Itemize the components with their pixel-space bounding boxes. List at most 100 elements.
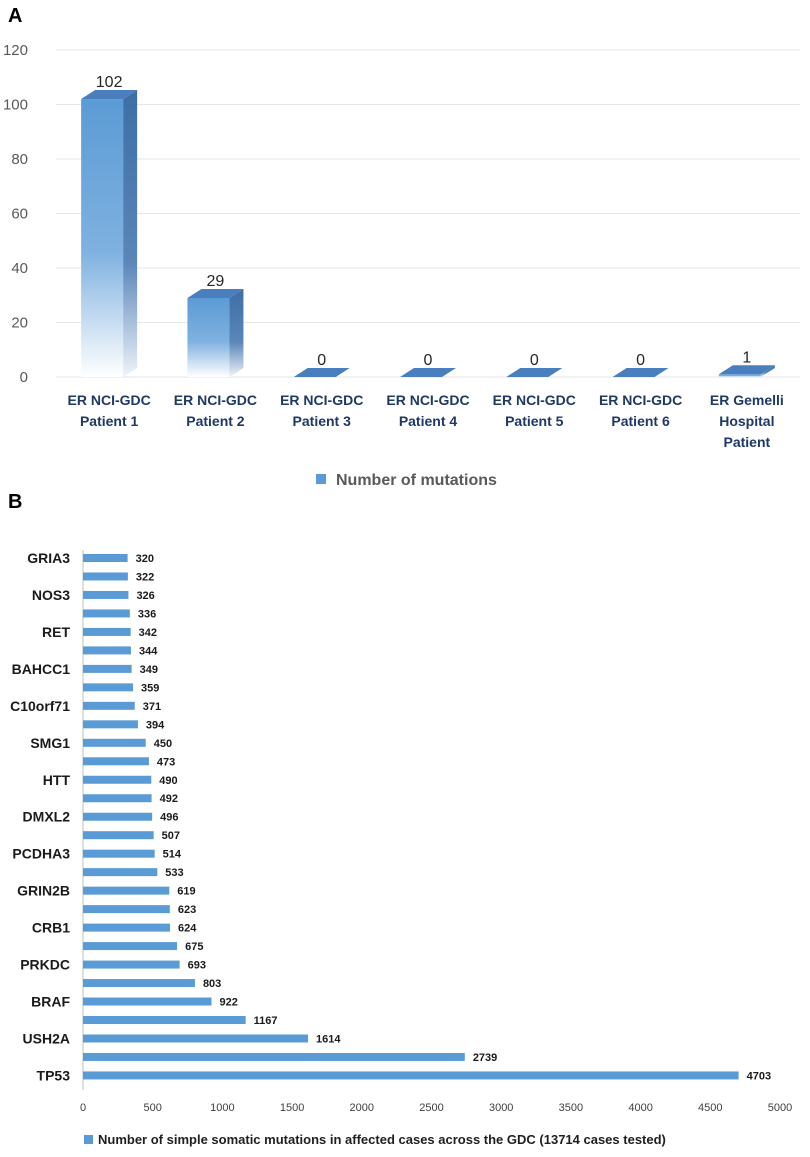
data-label-b: 371 <box>143 701 161 713</box>
bar-b <box>83 905 170 914</box>
category-label-b: TP53 <box>37 1067 71 1083</box>
bar-a-top <box>187 288 244 298</box>
x-tick-label-b: 4000 <box>628 1102 652 1114</box>
bar-b <box>83 923 170 932</box>
category-label-b: HTT <box>43 772 71 788</box>
data-label-b: 533 <box>165 867 183 879</box>
bar-b <box>83 849 155 858</box>
bar-a-side <box>760 365 775 377</box>
bar-a-top <box>718 365 775 375</box>
category-label-b: USH2A <box>23 1030 70 1046</box>
y-tick-label-a: 120 <box>3 42 28 59</box>
data-label-a: 0 <box>424 352 433 369</box>
bar-b <box>83 554 128 562</box>
x-tick-label-b: 1000 <box>210 1102 234 1114</box>
bar-a-top <box>81 90 138 100</box>
y-tick-label-a: 40 <box>11 260 28 277</box>
y-tick-label-a: 80 <box>11 151 28 168</box>
bar-b <box>83 960 180 969</box>
data-label-b: 394 <box>146 719 165 731</box>
data-label-a: 0 <box>317 352 326 369</box>
category-label-b: PCDHA3 <box>12 846 70 862</box>
bar-b <box>83 1034 308 1043</box>
x-tick-label-b: 0 <box>80 1102 86 1114</box>
category-label-b: GRIN2B <box>17 883 70 899</box>
bar-b <box>83 757 149 766</box>
x-tick-label-b: 3000 <box>489 1102 513 1114</box>
panel-label-a: A <box>8 5 22 27</box>
data-label-b: 4703 <box>747 1070 771 1082</box>
category-label-b: SMG1 <box>30 735 70 751</box>
x-tick-label-b: 4500 <box>698 1102 722 1114</box>
chart-b: 0 500 1000 1500 2000 2500 3000 3500 4000 4500 5000… <box>10 550 792 1147</box>
category-label-a: ER NCI-GDC <box>174 392 257 408</box>
bar-b <box>83 868 158 877</box>
bar-b <box>83 812 153 821</box>
bar-b <box>83 831 154 840</box>
data-label-b: 507 <box>162 830 180 842</box>
x-tick-label-b: 2500 <box>419 1102 443 1114</box>
category-label-b: GRIA3 <box>27 550 70 566</box>
category-label-b: DMXL2 <box>23 809 71 825</box>
legend-swatch-b <box>84 1135 93 1144</box>
category-label-b: RET <box>42 624 70 640</box>
data-label-a: 102 <box>96 74 123 91</box>
data-label-b: 490 <box>159 775 177 787</box>
category-label-a: ER NCI-GDC <box>386 392 469 408</box>
data-label-b: 342 <box>139 627 157 639</box>
category-label-a: Patient 5 <box>505 413 564 429</box>
data-label-b: 320 <box>136 553 154 565</box>
category-label-b: PRKDC <box>20 957 70 973</box>
bar-b <box>83 572 128 581</box>
bar-b <box>83 942 178 951</box>
legend-label-b: Number of simple somatic mutations in af… <box>98 1132 666 1147</box>
data-label-b: 322 <box>136 571 154 583</box>
data-label-b: 922 <box>220 997 238 1009</box>
bar-b <box>83 794 152 803</box>
category-label-a: Patient 6 <box>611 413 670 429</box>
data-label-b: 496 <box>160 812 178 824</box>
data-label-b: 803 <box>203 978 221 990</box>
bar-b <box>83 720 138 729</box>
category-label-a: Patient 4 <box>399 413 458 429</box>
bar-a-side <box>229 288 244 377</box>
x-tick-label-b: 1500 <box>280 1102 304 1114</box>
category-label-a: ER NCI-GDC <box>280 392 363 408</box>
bar-a-side <box>123 90 138 378</box>
x-tick-label-b: 3500 <box>559 1102 583 1114</box>
y-tick-label-a: 60 <box>11 206 28 223</box>
category-label-b: C10orf71 <box>10 698 70 714</box>
data-label-b: 349 <box>140 664 158 676</box>
bar-b <box>83 664 132 673</box>
data-label-a: 1 <box>742 349 751 366</box>
data-label-a: 0 <box>636 352 645 369</box>
x-tick-label-b: 2000 <box>350 1102 374 1114</box>
x-tick-label-b: 5000 <box>768 1102 792 1114</box>
data-label-a: 0 <box>530 352 539 369</box>
category-label-a: ER NCI-GDC <box>493 392 576 408</box>
data-label-b: 450 <box>154 738 172 750</box>
data-label-b: 675 <box>185 941 203 953</box>
legend-label-a: Number of mutations <box>336 472 497 489</box>
data-label-b: 336 <box>138 608 156 620</box>
data-label-b: 2739 <box>473 1052 497 1064</box>
legend-swatch-a <box>316 474 326 484</box>
category-label-b: CRB1 <box>32 920 70 936</box>
bar-b <box>83 646 131 655</box>
bar-a-front <box>718 374 761 377</box>
data-label-b: 619 <box>177 886 195 898</box>
x-tick-label-b: 500 <box>144 1102 162 1114</box>
bar-b <box>83 701 135 710</box>
data-label-b: 1614 <box>316 1033 341 1045</box>
bar-a-top <box>506 368 563 377</box>
bar-a-front <box>187 297 230 377</box>
y-tick-label-a: 0 <box>20 369 28 386</box>
category-label-a: Patient <box>724 434 771 450</box>
data-label-b: 344 <box>139 645 158 657</box>
data-label-b: 514 <box>163 849 182 861</box>
data-label-b: 326 <box>136 590 154 602</box>
category-label-b: BAHCC1 <box>12 661 71 677</box>
bar-b <box>83 609 130 618</box>
data-label-a: 29 <box>207 273 225 290</box>
